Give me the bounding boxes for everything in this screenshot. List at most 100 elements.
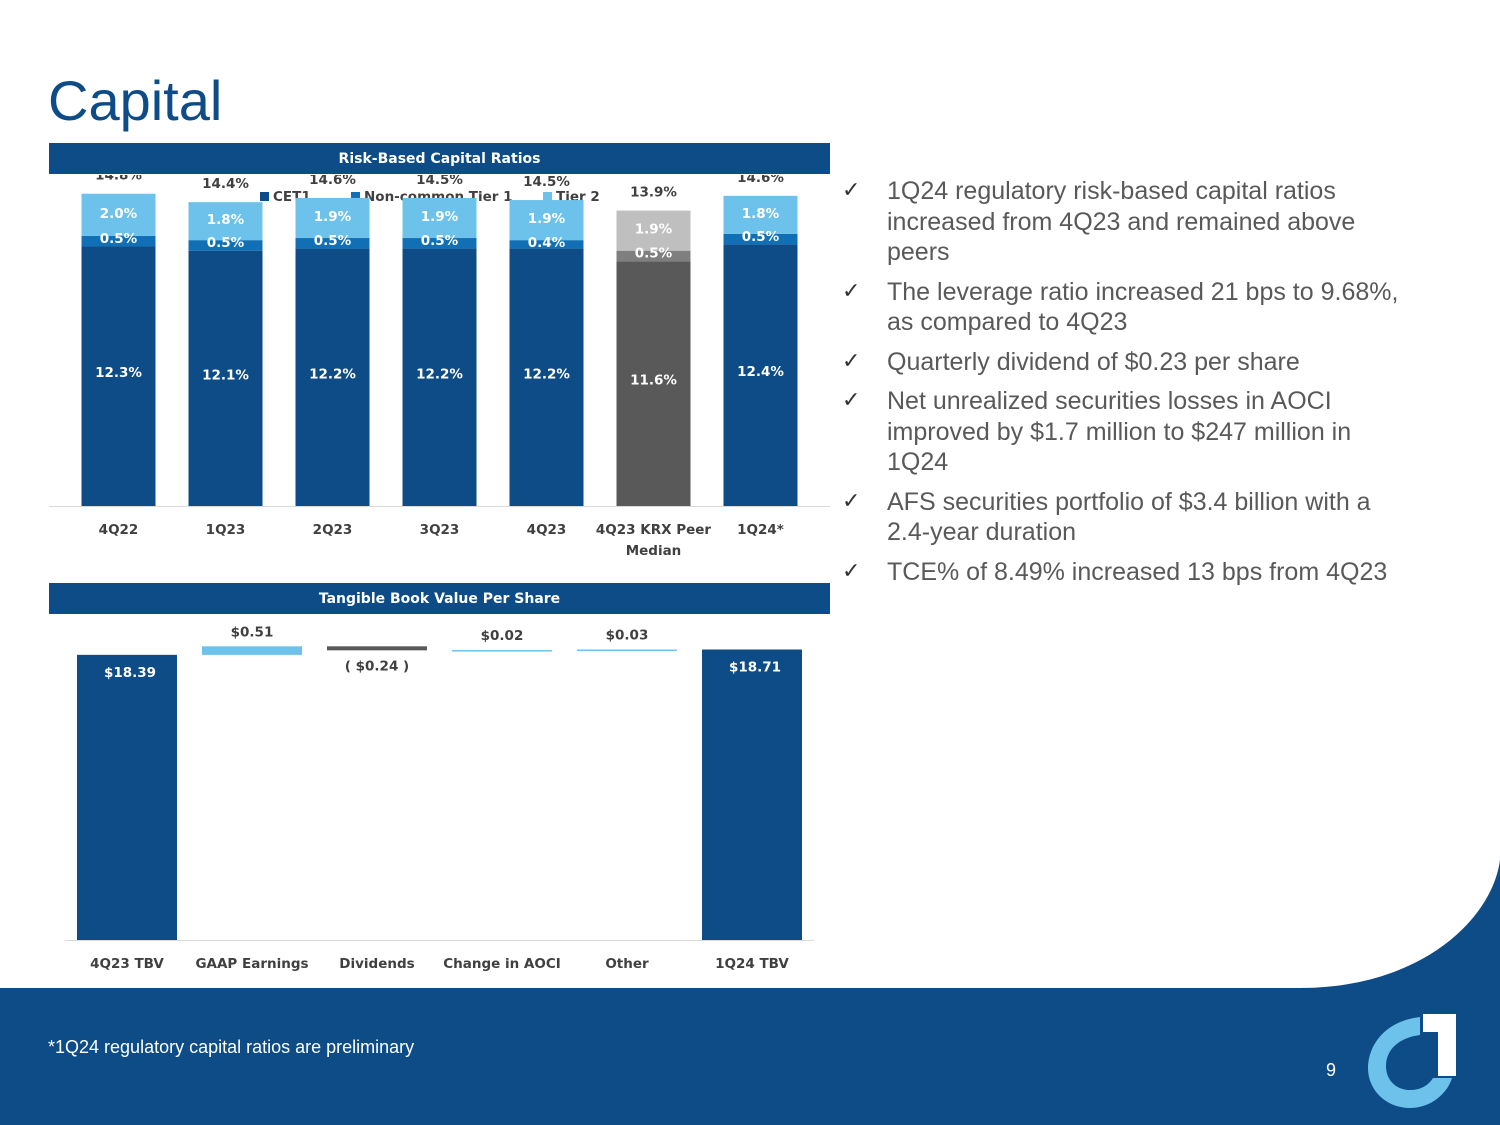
data-label: 0.5% (100, 231, 138, 247)
bar-segment (81, 235, 156, 247)
data-label: 11.6% (630, 373, 677, 389)
checkmark-icon: ✓ (842, 348, 861, 374)
data-label: 0.5% (635, 246, 673, 262)
checkmark-icon: ✓ (842, 178, 861, 203)
category-label: Dividends (339, 956, 414, 972)
total-label: 14.5% (523, 175, 570, 190)
category-label: Other (605, 956, 649, 972)
bullet-text: Net unrealized securities losses in AOCI… (887, 387, 1352, 476)
waterfall-bar (577, 649, 677, 652)
category-label: Change in AOCI (443, 956, 561, 972)
category-label: 3Q23 (420, 522, 460, 538)
total-label: 14.6% (737, 175, 784, 186)
data-label: 12.1% (202, 367, 249, 383)
bar-segment (723, 244, 798, 507)
checkmark-icon: ✓ (842, 488, 861, 514)
bullet-list: ✓ 1Q24 regulatory risk-based capital rati… (840, 176, 1400, 596)
bullet-text: AFS securities portfolio of $3.4 billion… (887, 487, 1371, 547)
bar-segment (81, 246, 156, 506)
bar-segment (295, 197, 370, 239)
bar-segment (295, 248, 370, 506)
bullet-item: ✓ Net unrealized securities losses in AOC… (840, 386, 1400, 478)
bar-segment (509, 248, 584, 506)
data-label: 12.2% (523, 366, 570, 382)
category-label: 1Q23 (206, 522, 246, 538)
waterfall-bar (202, 646, 302, 655)
checkmark-icon: ✓ (842, 558, 861, 584)
bullet-text: Quarterly dividend of $0.23 per share (887, 347, 1300, 376)
waterfall-bar (452, 650, 552, 652)
waterfall-bar (702, 649, 802, 940)
company-logo (1368, 1014, 1456, 1108)
legend-swatch (260, 192, 269, 201)
data-label: 12.4% (737, 364, 784, 380)
data-label: 1.8% (742, 206, 780, 222)
bullet-item: ✓ 1Q24 regulatory risk-based capital rati… (840, 176, 1400, 268)
total-label: 14.5% (416, 175, 463, 188)
bar-segment (616, 261, 691, 506)
bar-segment (509, 240, 584, 249)
category-label: 4Q23 KRX Peer (596, 522, 712, 538)
total-label: 14.6% (309, 175, 356, 188)
bar-segment (188, 250, 263, 506)
checkmark-icon: ✓ (842, 388, 861, 413)
data-label: $0.03 (606, 628, 649, 644)
category-label: GAAP Earnings (195, 956, 308, 972)
data-label: $18.71 (729, 660, 781, 676)
bullet-item: ✓ TCE% of 8.49% increased 13 bps from 4Q2… (840, 557, 1400, 588)
data-label: 1.9% (528, 211, 566, 227)
data-label: 0.5% (421, 233, 459, 249)
capital-ratios-banner: Risk-Based Capital Ratios (49, 143, 830, 174)
data-label: 0.4% (528, 235, 566, 251)
waterfall-bar (77, 654, 177, 940)
bullet-item: ✓ AFS securities portfolio of $3.4 billio… (840, 487, 1400, 548)
data-label: $18.39 (104, 665, 156, 681)
legend-swatch (351, 192, 360, 201)
data-label: 1.9% (635, 222, 673, 238)
bullet-item: ✓ Quarterly dividend of $0.23 per share (840, 347, 1400, 378)
category-label: 4Q23 TBV (90, 956, 164, 972)
legend-swatch (543, 192, 552, 201)
total-label: 14.8% (95, 175, 142, 184)
data-label: 2.0% (100, 206, 138, 222)
bullet-text: TCE% of 8.49% increased 13 bps from 4Q23 (887, 557, 1388, 586)
bullet-text: 1Q24 regulatory risk-based capital ratio… (887, 177, 1356, 266)
bar-segment (402, 248, 477, 506)
data-label: 1.9% (314, 209, 352, 225)
footnote: *1Q24 regulatory capital ratios are prel… (48, 1037, 415, 1057)
category-label: 2Q23 (313, 522, 353, 538)
bar-segment (616, 210, 691, 251)
data-label: 0.5% (207, 235, 245, 251)
bar-segment (723, 195, 798, 234)
bar-segment (402, 238, 477, 249)
capital-ratios-chart: CET1 Non-common Tier 1 Tier 212.3%0.5%2.0%… (49, 175, 830, 559)
data-label: 12.2% (309, 366, 356, 382)
data-label: 12.2% (416, 366, 463, 382)
category-label: Median (626, 543, 682, 559)
total-label: 13.9% (630, 185, 677, 201)
category-label: 4Q23 (527, 522, 567, 538)
bar-segment (295, 238, 370, 249)
bar-segment (509, 200, 584, 241)
total-label: 14.4% (202, 176, 249, 192)
category-label: 1Q24* (737, 522, 784, 538)
bar-segment (402, 197, 477, 239)
tbv-waterfall-chart: $18.39 4Q23 TBV $0.51 GAAP Earnings ( $0.24 … (65, 624, 814, 972)
bullet-item: ✓ The leverage ratio increased 21 bps to … (840, 277, 1400, 338)
bar-segment (188, 240, 263, 251)
bar-segment (723, 233, 798, 245)
bar-segment (188, 202, 263, 241)
data-label: 1.9% (421, 209, 459, 225)
data-label: 1.8% (207, 212, 245, 228)
data-label: 0.5% (314, 233, 352, 249)
data-label: 0.5% (742, 229, 780, 245)
category-label: 4Q22 (99, 522, 139, 538)
tbv-banner: Tangible Book Value Per Share (49, 583, 830, 614)
data-label: 12.3% (95, 365, 142, 381)
data-label: $0.51 (231, 624, 274, 640)
checkmark-icon: ✓ (842, 278, 861, 304)
page-number: 9 (1326, 1060, 1337, 1080)
bar-segment (81, 193, 156, 236)
category-label: 1Q24 TBV (715, 956, 789, 972)
